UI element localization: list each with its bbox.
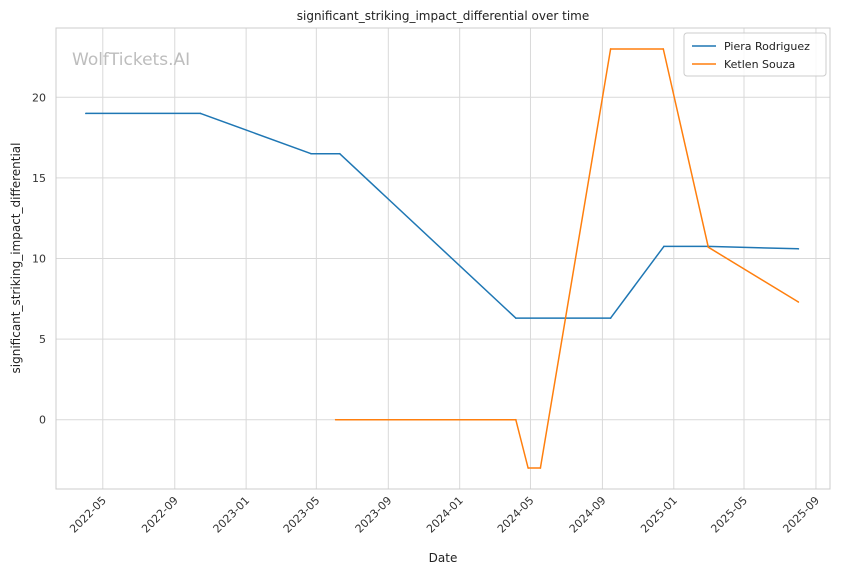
chart-title: significant_striking_impact_differential…	[297, 9, 589, 23]
x-tick-label: 2025-05	[708, 494, 750, 536]
x-axis-ticks: 2022-05 2022-09 2023-01 2023-05 2023-09 2024-…	[67, 494, 822, 536]
x-tick-label: 2024-01	[424, 494, 466, 536]
grid-lines	[56, 28, 830, 489]
x-tick-label: 2023-05	[281, 494, 323, 536]
x-tick-label: 2022-05	[67, 494, 109, 536]
x-tick-label: 2025-01	[638, 494, 680, 536]
data-point-piera-rodriguez	[609, 317, 612, 319]
y-tick-label: 5	[39, 333, 46, 346]
x-axis-label: Date	[429, 551, 458, 565]
y-tick-label: 15	[32, 172, 46, 185]
data-point-ketlen-souza	[662, 48, 665, 50]
x-tick-label: 2025-09	[780, 494, 822, 536]
data-point-piera-rodriguez	[199, 112, 202, 115]
legend-label-piera-rodriguez: Piera Rodriguez	[724, 40, 810, 53]
watermark-text: WolfTickets.AI	[72, 50, 190, 70]
data-point-piera-rodriguez	[515, 317, 517, 319]
data-point-ketlen-souza	[797, 301, 800, 303]
x-tick-label: 2022-09	[139, 494, 181, 536]
y-tick-label: 10	[32, 253, 46, 266]
data-point-piera-rodriguez	[85, 112, 87, 115]
data-point-ketlen-souza	[609, 48, 612, 50]
series-lines	[85, 48, 800, 469]
legend: Piera Rodriguez Ketlen Souza	[683, 32, 827, 77]
legend-box	[683, 32, 827, 77]
plot-area	[55, 27, 831, 490]
data-point-ketlen-souza	[334, 418, 337, 421]
y-tick-label: 0	[39, 414, 46, 427]
data-point-piera-rodriguez	[663, 245, 665, 248]
data-point-ketlen-souza	[539, 467, 542, 469]
y-tick-label: 20	[32, 91, 46, 104]
data-point-piera-rodriguez	[310, 152, 312, 155]
x-tick-label: 2024-09	[567, 494, 609, 536]
y-axis-label: significant_striking_impact_differential	[9, 143, 23, 374]
x-tick-label: 2023-09	[353, 494, 395, 536]
x-tick-label: 2023-01	[211, 494, 253, 536]
series-line-piera-rodriguez	[85, 112, 799, 319]
x-tick-label: 2024-05	[495, 494, 537, 536]
data-point-ketlen-souza	[515, 418, 517, 421]
data-point-ketlen-souza	[527, 467, 529, 469]
legend-label-ketlen-souza: Ketlen Souza	[724, 58, 795, 71]
data-point-piera-rodriguez	[338, 152, 341, 155]
series-line-ketlen-souza	[335, 48, 799, 469]
data-point-piera-rodriguez	[797, 248, 800, 250]
data-point-ketlen-souza	[707, 246, 710, 249]
y-axis-ticks: 0 5 10 15 20	[32, 91, 46, 426]
